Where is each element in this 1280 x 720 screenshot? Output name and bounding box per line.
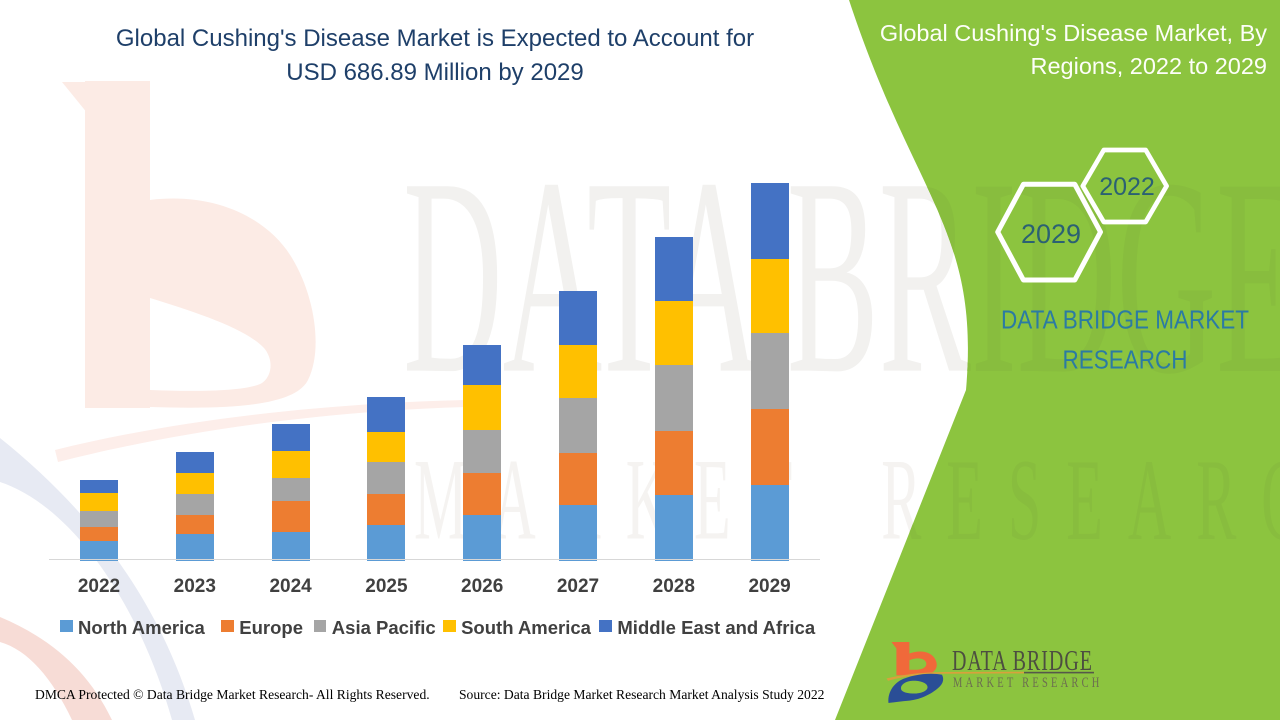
svg-text:2022: 2022 xyxy=(1099,173,1155,201)
svg-text:DATA BRIDGE: DATA BRIDGE xyxy=(403,120,1280,432)
svg-text:2029: 2029 xyxy=(1021,219,1081,249)
svg-text:MARKET RESEARCH: MARKET RESEARCH xyxy=(953,674,1103,690)
svg-text:DATA BRIDGE: DATA BRIDGE xyxy=(952,646,1093,677)
svg-text:MARKET RESEARCH: MARKET RESEARCH xyxy=(414,436,1280,566)
